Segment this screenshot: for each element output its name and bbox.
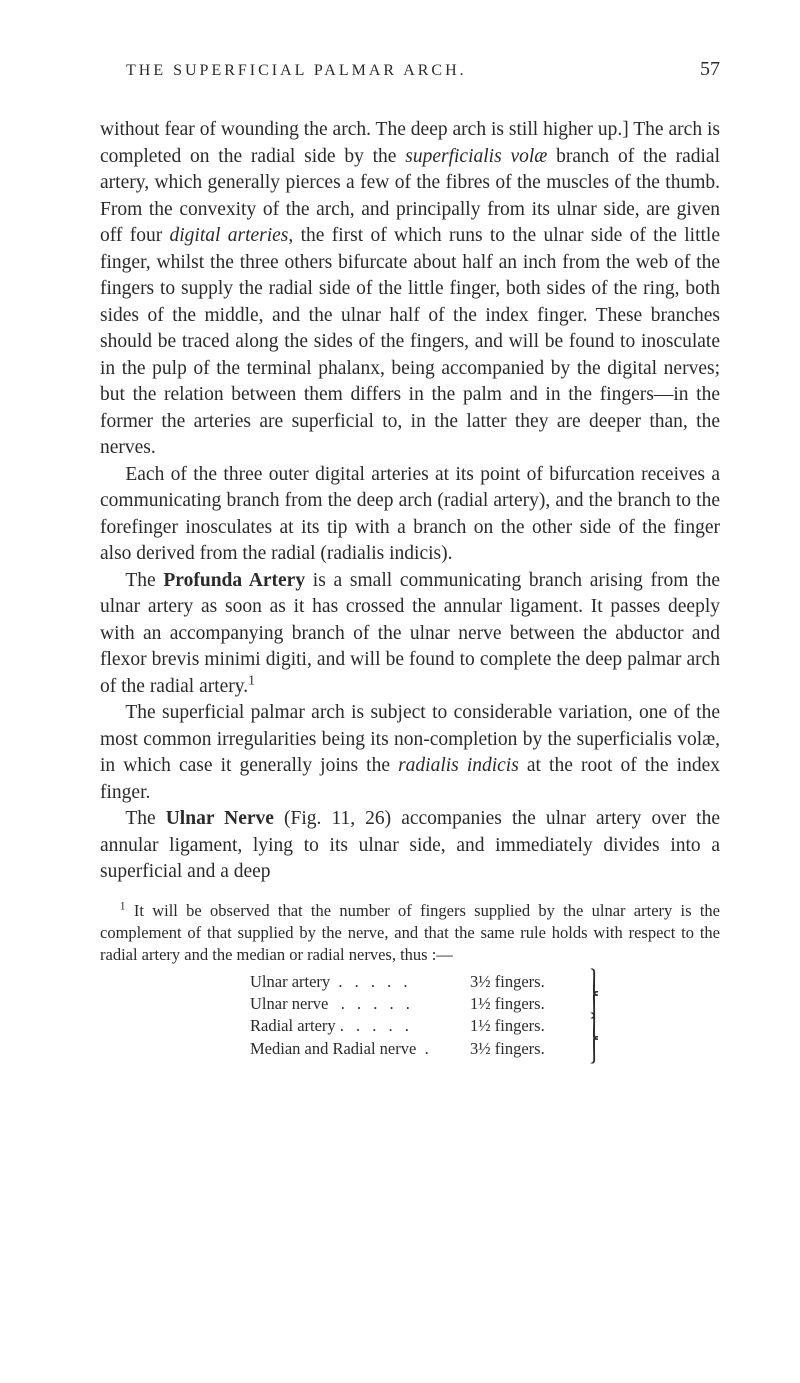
- row-label: Median and Radial nerve .: [250, 1038, 470, 1060]
- row-value: 3½ fingers.: [470, 1038, 580, 1060]
- brace-icon: ⎰: [580, 1044, 608, 1066]
- table-row: Ulnar artery . . . . . 3½ fingers. ⎱: [250, 971, 720, 993]
- row-label: Radial artery . . . . .: [250, 1015, 470, 1037]
- p3-pre: The: [125, 570, 163, 591]
- table-row: Median and Radial nerve . 3½ fingers. ⎰: [250, 1038, 720, 1060]
- paragraph-3: The Profunda Artery is a small communica…: [100, 568, 720, 701]
- paragraph-5: The Ulnar Nerve (Fig. 11, 26) accompanie…: [100, 806, 720, 886]
- p5-bold: Ulnar Nerve: [166, 808, 274, 829]
- footnote: 1 It will be observed that the number of…: [100, 900, 720, 1060]
- row-value: 1½ fingers.: [470, 993, 580, 1015]
- footnote-table: Ulnar artery . . . . . 3½ fingers. ⎱ Uln…: [250, 971, 720, 1060]
- paragraph-1: without fear of wounding the arch. The d…: [100, 117, 720, 462]
- body-text: without fear of wounding the arch. The d…: [100, 117, 720, 886]
- p3-bold: Profunda Artery: [163, 570, 305, 591]
- page-number: 57: [700, 58, 720, 81]
- p5-pre: The: [125, 808, 165, 829]
- table-row: Radial artery . . . . . 1½ fingers. ⎱: [250, 1015, 720, 1037]
- row-label: Ulnar nerve . . . . .: [250, 993, 470, 1015]
- page: THE SUPERFICIAL PALMAR ARCH. 57 without …: [0, 0, 800, 1100]
- row-value: 1½ fingers.: [470, 1015, 580, 1037]
- table-row: Ulnar nerve . . . . . 1½ fingers. ⎰: [250, 993, 720, 1015]
- paragraph-4: The superficial palmar arch is subject t…: [100, 700, 720, 806]
- row-value: 3½ fingers.: [470, 971, 580, 993]
- running-head: THE SUPERFICIAL PALMAR ARCH. 57: [100, 58, 720, 81]
- paragraph-2: Each of the three outer digital arteries…: [100, 462, 720, 568]
- row-label: Ulnar artery . . . . .: [250, 971, 470, 993]
- running-title: THE SUPERFICIAL PALMAR ARCH.: [126, 62, 467, 80]
- footnote-text: 1 It will be observed that the number of…: [100, 900, 720, 967]
